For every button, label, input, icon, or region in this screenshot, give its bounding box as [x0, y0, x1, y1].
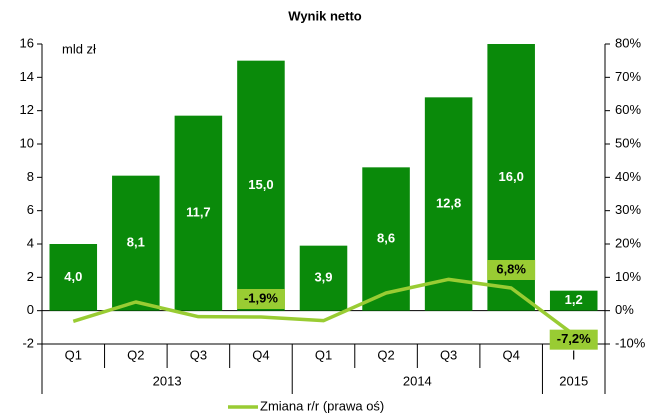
y2-tick-label: 20%	[615, 235, 641, 250]
bar	[174, 115, 223, 311]
y-tick-label: 12	[20, 102, 34, 117]
bar	[237, 60, 285, 311]
legend-label: Zmiana r/r (prawa oś)	[260, 398, 384, 413]
bar	[299, 245, 348, 311]
line	[72, 277, 575, 337]
y-tick-label: -2	[22, 335, 34, 350]
y-tick-label: 10	[20, 135, 34, 150]
y2-tick-label: 60%	[615, 102, 641, 117]
bar	[112, 175, 160, 311]
x-tick-label: Q1	[315, 347, 332, 362]
x-tick-label: Q3	[190, 347, 207, 362]
x-tick-label: Q4	[502, 347, 519, 362]
bar-value-label: 15,0	[248, 177, 273, 192]
bar-value-label: 12,8	[436, 195, 461, 210]
bar-value-label: 8,1	[127, 235, 145, 250]
y-tick-label: 4	[27, 235, 34, 250]
group-label: 2013	[153, 373, 182, 388]
y2-tick-label: 30%	[615, 202, 641, 217]
x-tick-label: Q1	[65, 347, 82, 362]
bar	[424, 97, 473, 311]
chart-title: Wynik netto	[288, 8, 361, 23]
y-tick-label: 2	[27, 269, 34, 284]
y2-tick-label: 70%	[615, 69, 641, 84]
y2-tick-label: 50%	[615, 135, 641, 150]
y2-tick-label: 80%	[615, 35, 641, 50]
line-value-label: 6,8%	[496, 261, 526, 276]
bar-value-label: 11,7	[186, 205, 211, 220]
x-tick-label: Q3	[440, 347, 457, 362]
bar-value-label: 3,9	[314, 270, 332, 285]
bar-value-label: 1,2	[565, 292, 583, 307]
line-value-label: -7,2%	[557, 331, 591, 346]
y2-tick-label: 10%	[615, 269, 641, 284]
y-unit-label: mld zł	[62, 41, 96, 56]
y-tick-label: 0	[27, 302, 34, 317]
bar-value-label: 16,0	[499, 169, 524, 184]
y2-tick-label: 0%	[615, 302, 634, 317]
y2-tick-label: 40%	[615, 169, 641, 184]
x-tick-label: Q2	[377, 347, 394, 362]
y-tick-label: 6	[27, 202, 34, 217]
x-tick-label: Q2	[127, 347, 144, 362]
bar	[49, 244, 98, 311]
bar	[362, 167, 410, 311]
y2-tick-label: -10%	[615, 335, 646, 350]
y-tick-label: 14	[20, 69, 34, 84]
y-tick-label: 16	[20, 35, 34, 50]
y-tick-label: 8	[27, 169, 34, 184]
bar	[549, 290, 598, 311]
group-label: 2015	[559, 373, 588, 388]
line-label-box	[236, 289, 285, 309]
x-tick-label: Q4	[252, 347, 269, 362]
group-label: 2014	[403, 373, 432, 388]
line-label-box	[549, 329, 598, 350]
x-tick-label: I	[572, 347, 576, 362]
bar-value-label: 8,6	[377, 230, 395, 245]
bar-value-label: 4,0	[64, 269, 82, 284]
line-label-box	[487, 260, 536, 280]
line-value-label: -1,9%	[244, 290, 278, 305]
